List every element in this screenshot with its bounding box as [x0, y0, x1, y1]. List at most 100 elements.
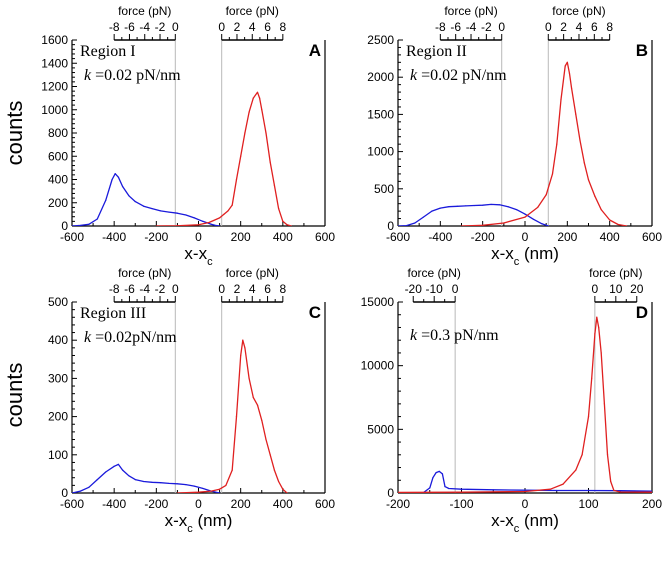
data-point: [218, 488, 221, 490]
region-label: Region I: [80, 43, 136, 60]
top-axis-label: force (pN): [408, 266, 461, 280]
data-point: [651, 491, 652, 493]
series-line-blue: [72, 173, 220, 226]
y-tick-label: 500: [48, 295, 68, 309]
top-tick-label: 0: [498, 20, 505, 34]
top-tick-label: 2: [560, 20, 567, 34]
x-tick-label: 0: [522, 497, 529, 511]
data-point: [524, 490, 526, 493]
data-point: [248, 377, 250, 379]
top-axis-label: force (pN): [226, 4, 279, 18]
x-tick-label: 200: [231, 497, 251, 511]
data-point: [225, 484, 227, 486]
x-tick-label: 400: [273, 230, 293, 244]
data-point: [405, 225, 408, 226]
data-point: [438, 470, 440, 472]
data-point: [159, 482, 162, 484]
x-tick-label: 200: [231, 230, 251, 244]
data-point: [218, 492, 221, 493]
data-point: [551, 173, 554, 175]
panel-letter: B: [636, 41, 648, 60]
y-tick-label: 10000: [361, 359, 395, 373]
top-tick-label: 0: [218, 282, 225, 296]
series-line-red: [156, 91, 292, 226]
x-tick-label: -400: [102, 497, 126, 511]
data-point: [414, 222, 416, 224]
data-point: [562, 483, 564, 485]
x-axis-label: x-xc (nm): [491, 511, 559, 535]
data-point: [431, 210, 433, 212]
x-tick-label: 0: [522, 230, 529, 244]
data-point: [460, 491, 463, 493]
series-line-blue: [72, 463, 220, 493]
top-tick-label: 6: [264, 20, 271, 34]
data-point: [575, 113, 577, 115]
data-point: [286, 492, 288, 493]
data-point: [231, 204, 233, 206]
data-point: [242, 339, 244, 341]
data-point: [88, 223, 90, 225]
top-axis-label: force (pN): [118, 4, 171, 18]
data-point: [626, 225, 628, 226]
data-point: [128, 475, 130, 477]
data-point: [566, 61, 568, 63]
top-tick-label: 0: [218, 20, 225, 34]
data-point: [524, 213, 526, 215]
data-point: [96, 479, 98, 481]
data-point: [482, 204, 484, 206]
region-label: Region II: [406, 43, 467, 60]
top-tick-label: -10: [426, 282, 444, 296]
series-line-red: [461, 61, 627, 226]
data-point: [575, 469, 577, 471]
data-point: [244, 132, 246, 134]
data-point: [278, 207, 280, 210]
data-point: [122, 469, 124, 471]
data-point: [568, 72, 571, 75]
top-tick-label: 8: [279, 282, 286, 296]
x-tick-label: 400: [273, 497, 293, 511]
data-point: [460, 488, 463, 490]
data-point: [134, 479, 136, 481]
top-tick-label: 0: [545, 20, 552, 34]
data-point: [619, 490, 621, 492]
data-point: [617, 223, 619, 226]
top-tick-label: -6: [450, 20, 461, 34]
y-tick-label: 1200: [41, 80, 68, 94]
y-tick-label: 500: [374, 182, 394, 196]
top-tick-label: -2: [481, 20, 492, 34]
data-point: [214, 224, 216, 226]
data-point: [460, 225, 463, 226]
region-label: Region III: [80, 305, 146, 322]
x-axis-label: x-xc (nm): [491, 244, 559, 268]
data-point: [286, 224, 288, 226]
data-point: [290, 225, 292, 226]
data-point: [492, 489, 494, 491]
y-tick-label: 800: [48, 126, 68, 140]
data-point: [499, 204, 501, 206]
y-tick-label: 0: [387, 486, 394, 500]
y-tick-label: 2500: [367, 33, 394, 47]
data-point: [269, 161, 271, 163]
y-axis-label-top-left: counts: [2, 101, 27, 166]
panel-letter: D: [636, 303, 648, 322]
data-point: [594, 195, 596, 197]
data-point: [265, 438, 267, 441]
data-point: [193, 485, 195, 487]
data-point: [422, 216, 424, 218]
y-tick-label: 200: [48, 196, 68, 210]
data-point: [235, 416, 238, 418]
data-point: [122, 185, 124, 188]
data-point: [111, 178, 113, 181]
top-tick-label: 20: [630, 282, 644, 296]
data-point: [143, 205, 145, 207]
y-tick-label: 1000: [367, 145, 394, 159]
series-line-blue: [398, 470, 652, 493]
y-tick-label: 100: [48, 448, 68, 462]
data-point: [444, 486, 446, 488]
data-point: [259, 97, 261, 99]
top-tick-label: 0: [592, 282, 599, 296]
data-point: [244, 347, 246, 349]
x-tick-label: -100: [449, 497, 473, 511]
